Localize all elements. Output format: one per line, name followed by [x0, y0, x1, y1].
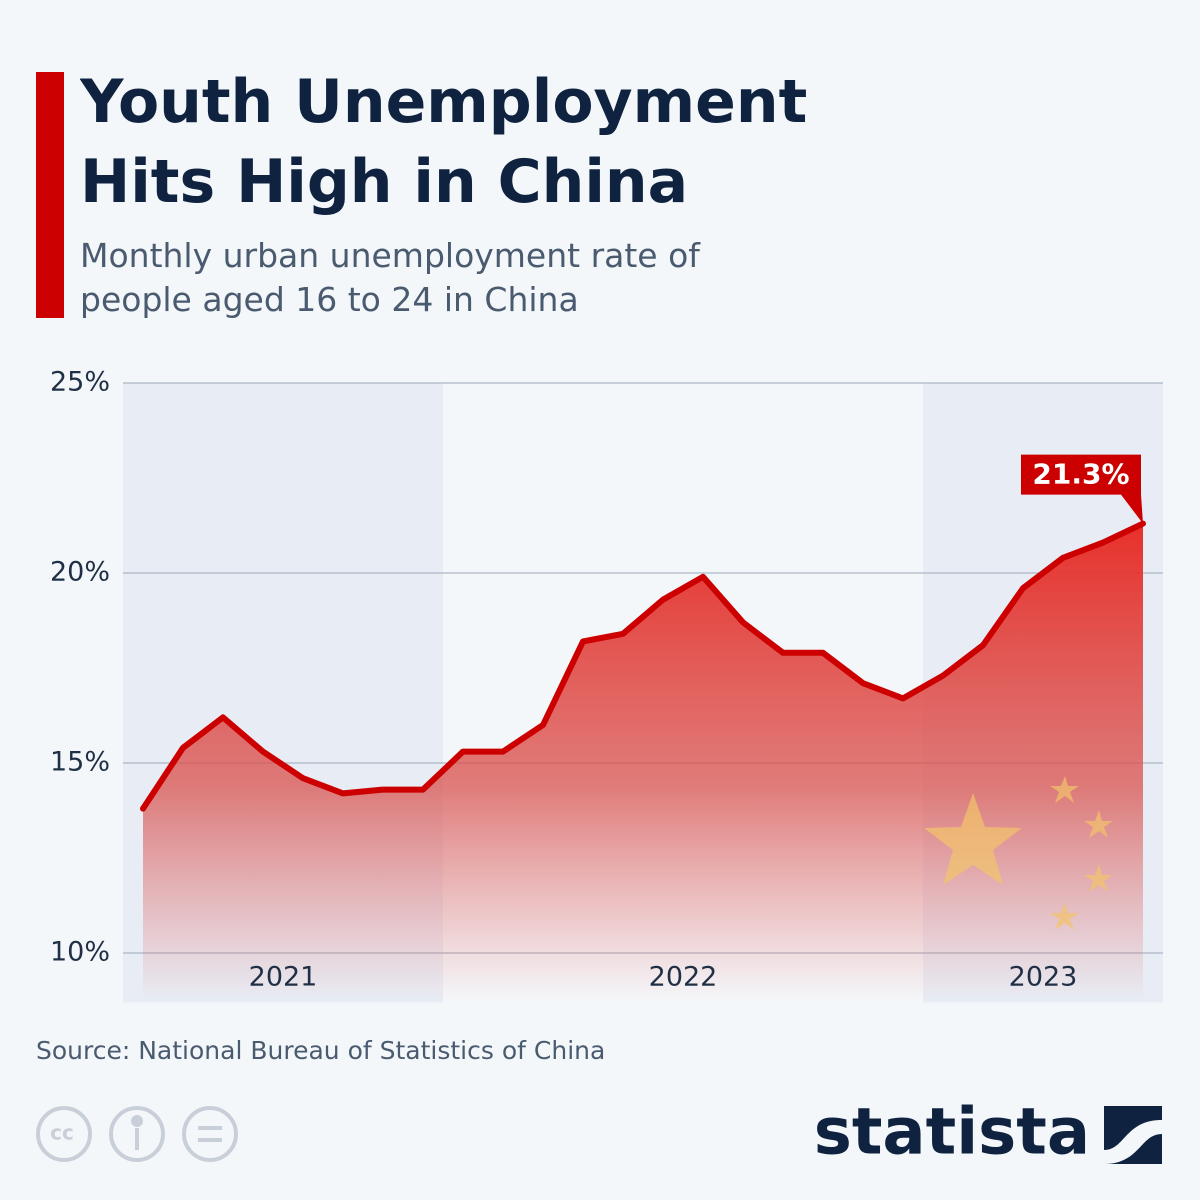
flag-stars [924, 776, 1113, 930]
area [143, 523, 1143, 1003]
star [1084, 864, 1113, 892]
y-tick-label: 15% [50, 747, 110, 778]
y-tick-label: 10% [50, 937, 110, 968]
star [1084, 810, 1113, 838]
x-tick-label: 2022 [649, 962, 718, 993]
title-box: Youth Unemployment Hits High in China [80, 67, 808, 217]
nd-icon [182, 1106, 238, 1162]
y-tick-label: 20% [50, 557, 110, 588]
star [1050, 776, 1079, 803]
chart-title: Youth Unemployment Hits High in China [80, 67, 808, 217]
x-tick-label: 2023 [1009, 962, 1078, 993]
cc-text: cc [50, 1121, 74, 1145]
license-icons [36, 1106, 238, 1162]
logo-icon [1104, 1106, 1162, 1164]
chart-subtitle: Monthly urban unemployment rate of peopl… [80, 236, 700, 319]
line [140, 520, 1146, 812]
plot: 10% 15% 20% 25% 2021 2022 2023 21.3% [50, 367, 1163, 1003]
title-accent [36, 72, 64, 318]
value-label: 21.3% [1032, 458, 1129, 491]
logo-wave [1104, 1120, 1162, 1164]
by-head [131, 1115, 143, 1127]
value-label-box [1021, 454, 1143, 524]
x-tick-label: 2021 [249, 962, 318, 993]
subtitle-box: Monthly urban unemployment rate of peopl… [80, 236, 700, 319]
star [1050, 902, 1079, 930]
star [924, 793, 1022, 885]
cc-icon [36, 1106, 92, 1162]
logo: statista [814, 1096, 1090, 1170]
y-tick-label: 25% [50, 367, 110, 398]
source: Source: National Bureau of Statistics of… [36, 1036, 605, 1065]
by-icon [109, 1106, 165, 1162]
